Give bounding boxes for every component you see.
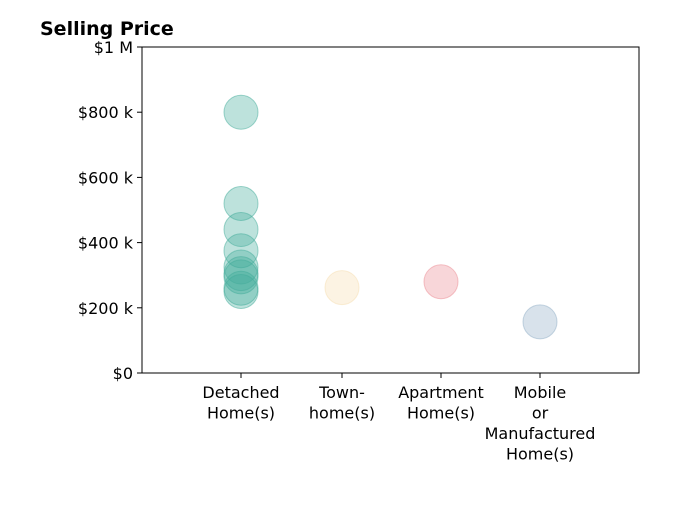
x-tick-label: Mobile or Manufactured Home(s) [485, 383, 596, 464]
x-tick-label-line: or [532, 404, 549, 423]
x-tick-label: Apartment Home(s) [398, 383, 484, 423]
x-tick-label-line: home(s) [309, 404, 375, 423]
x-tick-label-line: Apartment [398, 383, 484, 402]
x-axis: Detached Home(s) Town-home(s) Apartment Home… [202, 373, 595, 464]
data-point [522, 304, 558, 340]
markers-layer [223, 94, 558, 340]
x-tick-label: Town-home(s) [309, 383, 375, 423]
data-point [223, 259, 259, 295]
y-tick-label: $600 k [78, 168, 134, 187]
x-tick-label-line: Town- [318, 383, 365, 402]
data-point [223, 94, 259, 130]
x-tick-label-line: Home(s) [506, 445, 574, 464]
x-tick-label-line: Home(s) [407, 404, 475, 423]
y-tick-label: $1 M [94, 38, 133, 57]
data-point [423, 264, 459, 300]
y-tick-label: $0 [113, 364, 133, 383]
y-tick-label: $400 k [78, 234, 134, 253]
plot-frame [141, 46, 640, 374]
data-point [324, 270, 360, 306]
y-tick-label: $200 k [78, 299, 134, 318]
data-point [223, 212, 259, 248]
x-tick-label-line: Manufactured [485, 424, 596, 443]
x-tick-label-line: Detached [202, 383, 279, 402]
y-axis: $0 $200 k $400 k $600 k $800 k $1 M [78, 38, 142, 383]
y-tick-label: $800 k [78, 103, 134, 122]
x-tick-label: Detached Home(s) [202, 383, 279, 423]
chart-title: Selling Price [40, 18, 174, 40]
x-tick-label-line: Home(s) [207, 404, 275, 423]
data-point [223, 274, 259, 309]
data-point [223, 185, 259, 221]
x-tick-label-line: Mobile [514, 383, 566, 402]
